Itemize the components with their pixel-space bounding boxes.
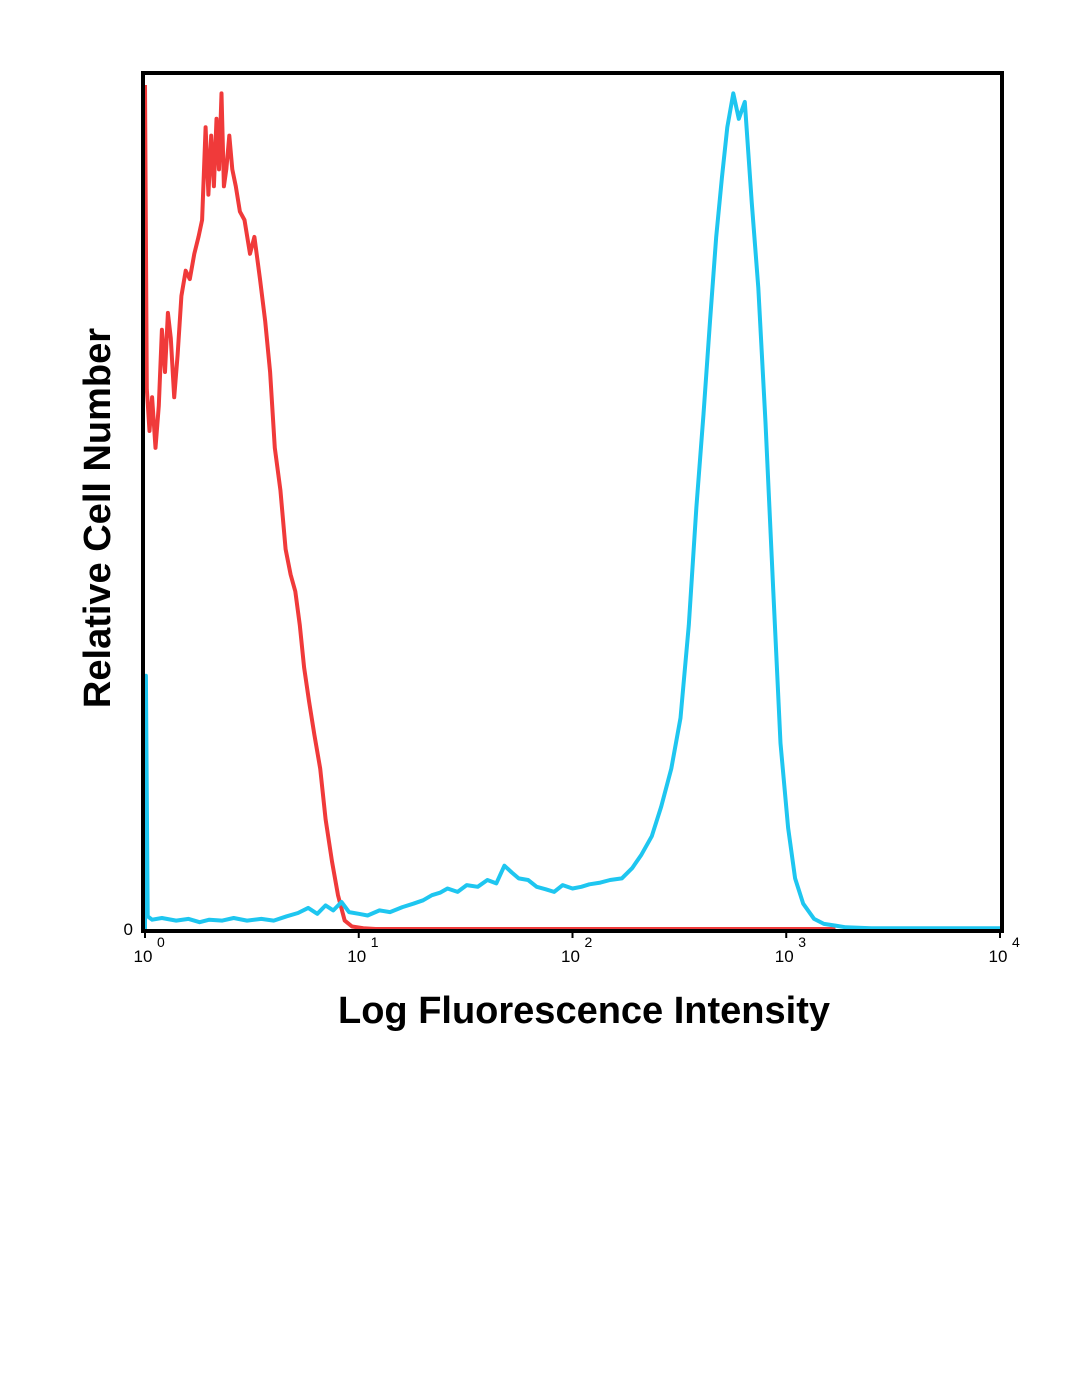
- y-axis-title: Relative Cell Number: [77, 328, 119, 708]
- y-tick-label-0: 0: [124, 920, 133, 939]
- x-tick-exponent-3: 3: [798, 934, 806, 950]
- x-tick-label-1: 10: [347, 947, 366, 966]
- x-tick-exponent-0: 0: [157, 934, 165, 950]
- x-axis-title: Log Fluorescence Intensity: [338, 990, 830, 1032]
- x-tick-label-0: 10: [134, 947, 153, 966]
- x-tick-label-2: 10: [561, 947, 580, 966]
- x-tick-label-4: 10: [989, 947, 1008, 966]
- x-tick-exponent-1: 1: [371, 934, 379, 950]
- series-layer: [143, 84, 1000, 931]
- histogram-series-1: [143, 84, 836, 931]
- x-tick-exponent-2: 2: [585, 934, 593, 950]
- plot-frame: [141, 71, 1004, 933]
- x-tick-label-3: 10: [775, 947, 794, 966]
- histogram-series-2: [143, 91, 1000, 931]
- x-tick-exponent-4: 4: [1012, 934, 1020, 950]
